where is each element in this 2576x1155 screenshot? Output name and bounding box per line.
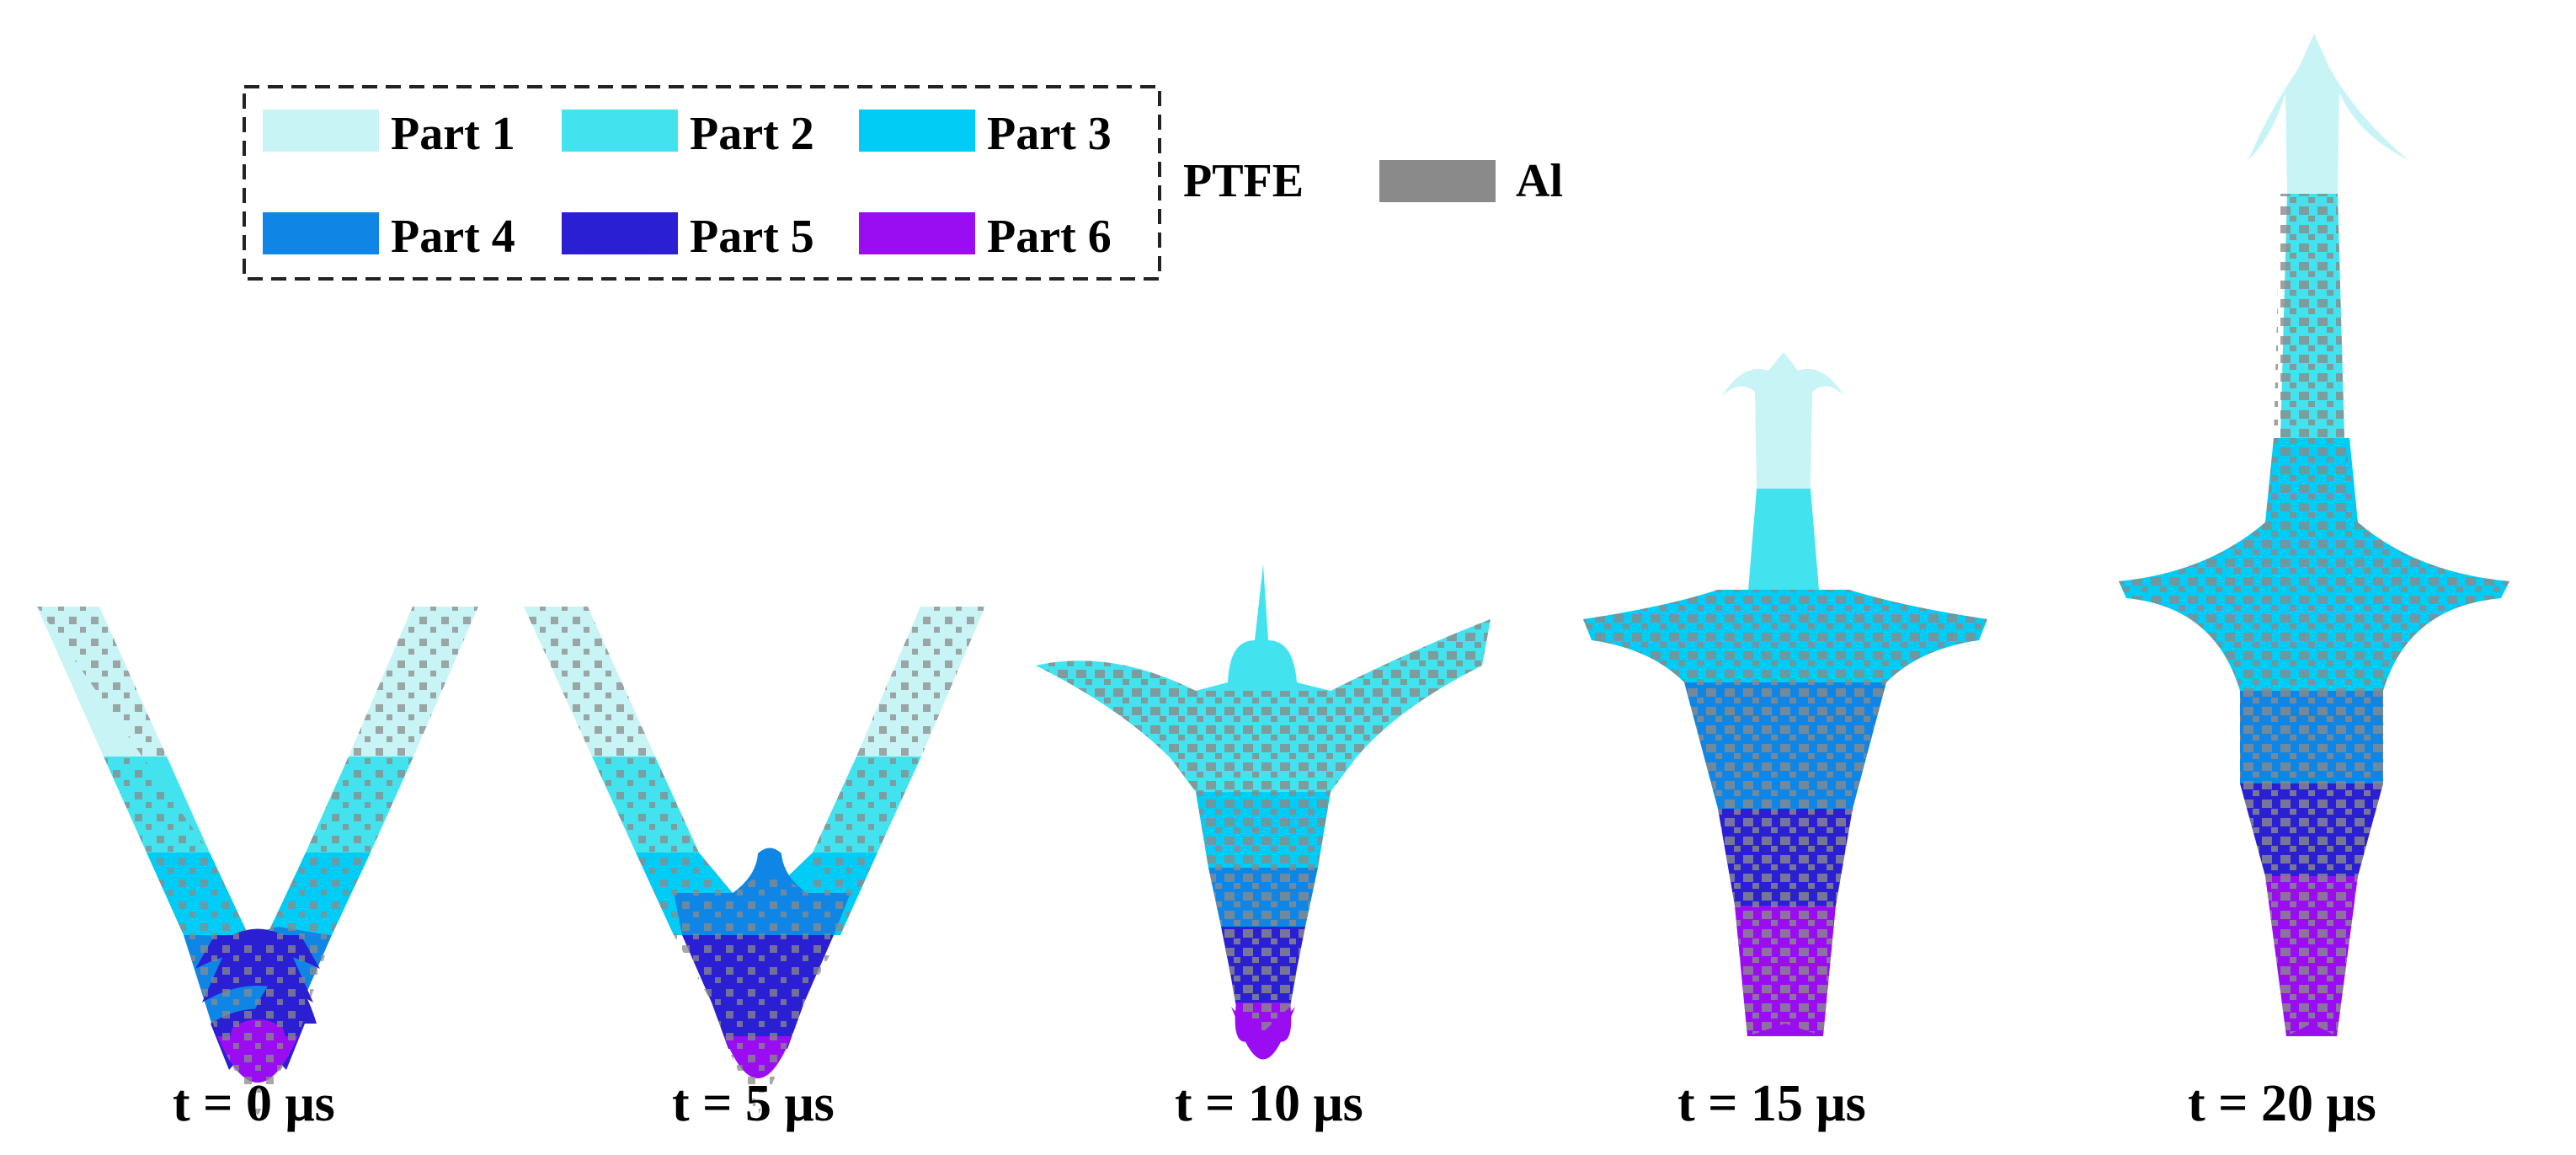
- caption-t20: t = 20 μs: [2188, 1075, 2376, 1132]
- legend-swatch-part-1: [263, 110, 379, 152]
- panel-t10: t = 10 μs: [1036, 564, 1491, 1132]
- legend-label-part-6: Part 6: [987, 211, 1112, 263]
- legend-swatch-part-6: [859, 212, 975, 254]
- legend-border: [243, 85, 1161, 281]
- legend-swatch-part-5: [562, 212, 678, 254]
- caption-t10: t = 10 μs: [1175, 1075, 1363, 1132]
- panel-t5: t = 5 μs: [524, 607, 985, 1132]
- panel-t15: t = 15 μs: [1583, 352, 1987, 1132]
- legend-swatch-al: [1379, 160, 1496, 202]
- legend-swatch-part-4: [263, 212, 379, 254]
- caption-t15: t = 15 μs: [1677, 1075, 1866, 1132]
- legend-swatch-part-3: [859, 110, 975, 152]
- legend-label-ptfe: PTFE: [1183, 155, 1304, 207]
- v-liner-t15: [1583, 352, 1987, 1036]
- panel-t20: t = 20 μs: [2119, 34, 2509, 1132]
- v-liner-t5: [524, 607, 985, 1116]
- legend-label-part-2: Part 2: [690, 108, 814, 160]
- v-liner-t0: [37, 607, 478, 1116]
- caption-t0: t = 0 μs: [173, 1075, 335, 1132]
- legend: Part 1 Part 2 Part 3 Part 4 Part 5 Part …: [243, 85, 1563, 281]
- legend-label-al: Al: [1516, 155, 1563, 207]
- legend-label-part-3: Part 3: [987, 108, 1112, 160]
- legend-label-part-5: Part 5: [690, 211, 814, 263]
- caption-t5: t = 5 μs: [672, 1075, 835, 1132]
- legend-swatch-part-2: [562, 110, 678, 152]
- v-liner-t20: [2119, 34, 2509, 1036]
- legend-label-part-4: Part 4: [391, 211, 515, 263]
- panel-t0: t = 0 μs: [37, 607, 478, 1132]
- v-liner-t10: [1036, 564, 1491, 1060]
- legend-label-part-1: Part 1: [391, 108, 515, 160]
